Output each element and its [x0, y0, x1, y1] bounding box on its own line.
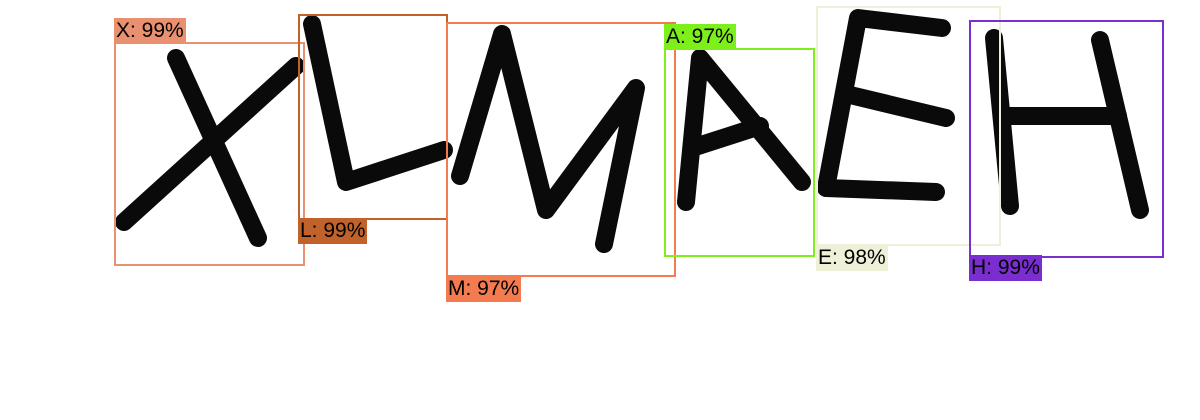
bbox-a [664, 48, 815, 257]
bbox-h [969, 20, 1164, 258]
glyph-a [677, 49, 811, 211]
bbox-x [114, 42, 305, 266]
bbox-e [816, 6, 1001, 246]
label-e: E: 98% [816, 245, 888, 271]
bbox-l [298, 14, 448, 220]
label-l: L: 99% [298, 218, 368, 244]
glyph-m [451, 25, 645, 253]
label-x: X: 99% [114, 18, 186, 44]
glyph-e [817, 9, 955, 201]
label-m: M: 97% [446, 276, 522, 302]
bbox-m [446, 22, 676, 277]
label-h: H: 99% [969, 255, 1042, 281]
glyph-l [303, 15, 453, 191]
glyph-h [985, 29, 1149, 219]
glyph-x [115, 49, 305, 247]
label-a: A: 97% [664, 24, 736, 50]
